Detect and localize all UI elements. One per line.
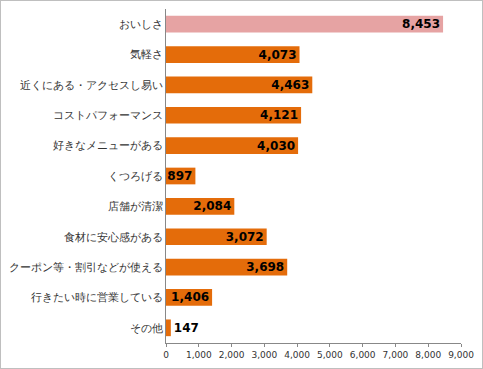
svg-text:行きたい時に営業している: 行きたい時に営業している: [31, 291, 163, 304]
svg-text:3,698: 3,698: [246, 260, 284, 274]
svg-text:くつろげる: くつろげる: [108, 170, 163, 183]
svg-text:2,084: 2,084: [193, 199, 231, 213]
svg-text:4,463: 4,463: [271, 78, 309, 92]
svg-text:近くにある・アクセスし易い: 近くにある・アクセスし易い: [20, 79, 163, 92]
svg-text:1,000: 1,000: [186, 350, 212, 360]
svg-text:おいしさ: おいしさ: [119, 18, 163, 31]
svg-text:7,000: 7,000: [383, 350, 409, 360]
svg-text:4,073: 4,073: [259, 48, 297, 62]
svg-text:食材に安心感がある: 食材に安心感がある: [64, 231, 163, 244]
svg-text:その他: その他: [130, 322, 163, 335]
svg-text:8,453: 8,453: [402, 17, 440, 31]
svg-text:147: 147: [174, 321, 199, 335]
svg-text:クーポン等・割引などが使える: クーポン等・割引などが使える: [9, 261, 163, 274]
svg-text:0: 0: [163, 350, 169, 360]
svg-text:好きなメニューがある: 好きなメニューがある: [53, 139, 163, 152]
svg-text:5,000: 5,000: [317, 350, 343, 360]
svg-text:3,072: 3,072: [226, 230, 264, 244]
svg-text:4,121: 4,121: [260, 108, 298, 122]
svg-text:1,406: 1,406: [171, 290, 209, 304]
svg-text:気軽さ: 気軽さ: [130, 48, 163, 61]
svg-text:4,030: 4,030: [257, 139, 295, 153]
svg-text:2,000: 2,000: [219, 350, 245, 360]
svg-text:8,000: 8,000: [415, 350, 441, 360]
svg-text:店舗が清潔: 店舗が清潔: [108, 200, 163, 213]
svg-text:6,000: 6,000: [350, 350, 376, 360]
svg-text:コストパフォーマンス: コストパフォーマンス: [53, 109, 163, 122]
svg-text:4,000: 4,000: [284, 350, 310, 360]
svg-text:9,000: 9,000: [448, 350, 474, 360]
svg-text:3,000: 3,000: [251, 350, 277, 360]
svg-text:897: 897: [167, 169, 192, 183]
